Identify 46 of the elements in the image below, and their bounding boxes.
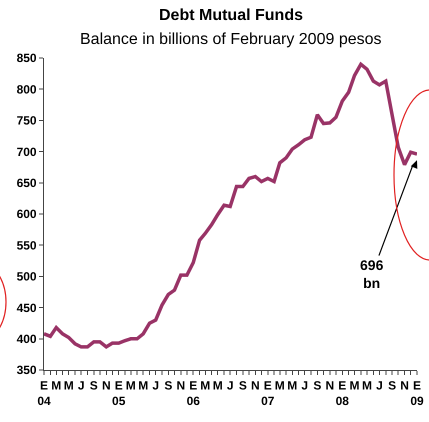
x-tick-label: J bbox=[301, 378, 308, 392]
y-tick-label: 500 bbox=[16, 270, 37, 284]
x-tick-label: M bbox=[200, 378, 210, 392]
x-tick-label: N bbox=[102, 378, 111, 392]
x-tick-label: S bbox=[164, 378, 172, 392]
y-tick-label: 600 bbox=[16, 207, 37, 222]
x-tick-label: M bbox=[126, 378, 136, 392]
y-tick-label: 650 bbox=[16, 176, 37, 190]
y-tick-label: 800 bbox=[16, 82, 37, 96]
y-tick-label: 350 bbox=[16, 363, 37, 378]
x-tick-label: S bbox=[388, 378, 396, 392]
x-tick-label: E 06 bbox=[186, 378, 200, 408]
line-series bbox=[44, 62, 417, 349]
x-tick-label: E 07 bbox=[261, 378, 275, 408]
x-tick-label: M bbox=[362, 378, 372, 392]
x-tick-label: M bbox=[287, 378, 298, 392]
chart-subtitle: Balance in billions of February 2009 pesos bbox=[80, 31, 382, 48]
y-tick-label: 550 bbox=[16, 238, 37, 252]
x-tick-label: N bbox=[325, 378, 334, 392]
x-tick-label: E 04 bbox=[37, 378, 51, 408]
annotation: 696 bn bbox=[360, 257, 384, 292]
x-tick-label: M bbox=[274, 378, 285, 392]
x-tick-label: M bbox=[138, 378, 148, 392]
x-tick-label: J bbox=[78, 378, 85, 392]
x-tick-label: M bbox=[350, 378, 360, 392]
y-tick-label: 400 bbox=[16, 332, 37, 346]
x-tick-label: S bbox=[313, 378, 322, 392]
x-tick-label: E 05 bbox=[112, 378, 126, 408]
x-tick-label: J bbox=[376, 378, 383, 392]
x-tick-label: M bbox=[64, 378, 74, 392]
x-tick-label: S bbox=[238, 378, 247, 392]
x-tick-label: N bbox=[176, 378, 186, 392]
x-tick-label: J bbox=[152, 378, 160, 392]
y-tick-label: 700 bbox=[16, 144, 37, 159]
x-tick-label: J bbox=[226, 378, 234, 392]
x-tick-label: E 08 bbox=[336, 378, 350, 408]
x-tick-label: E 09 bbox=[410, 378, 424, 408]
x-tick-label: M bbox=[51, 378, 62, 392]
x-tick-label: M bbox=[212, 378, 223, 392]
x-tick-label: S bbox=[90, 378, 98, 392]
chart-title: Debt Mutual Funds bbox=[159, 7, 304, 24]
y-tick-label: 750 bbox=[16, 114, 37, 128]
y-tick-label: 850 bbox=[16, 51, 37, 66]
x-tick-label: N bbox=[250, 378, 260, 392]
y-tick-label: 450 bbox=[16, 300, 37, 315]
x-tick-label: N bbox=[400, 378, 409, 392]
